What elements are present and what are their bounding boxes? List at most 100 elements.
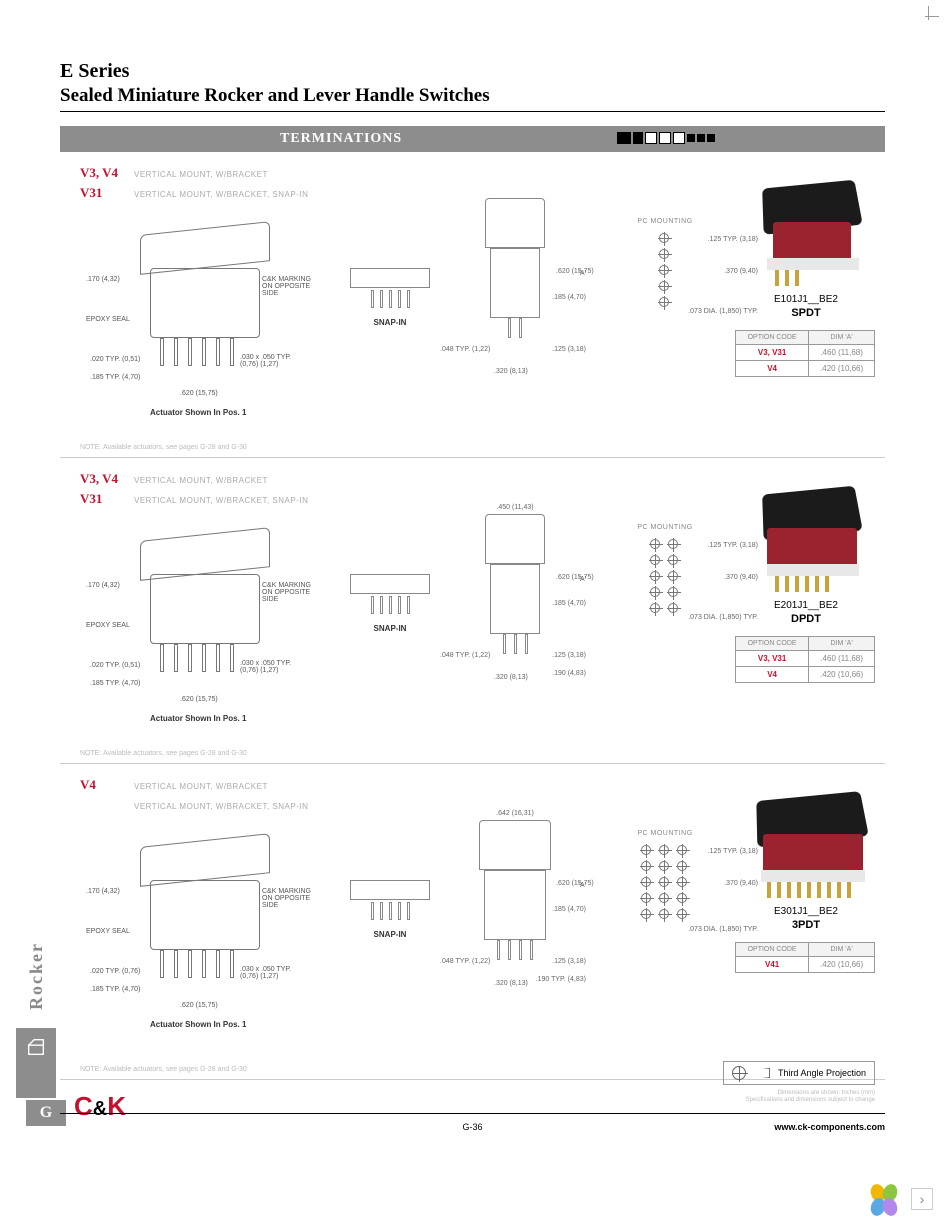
option-table: OPTION CODEDIM 'A' V41.420 (10,66) — [735, 942, 875, 973]
snapin-drawing: SNAP-IN — [340, 880, 440, 950]
dim-label: .170 (4,32) — [86, 582, 120, 589]
dim-label: .048 TYP. (1,22) — [440, 958, 490, 966]
next-page-button[interactable]: › — [911, 1188, 933, 1210]
table-cell: .460 (11,68) — [809, 651, 875, 667]
dim-label: .185 TYP. (4,70) — [90, 374, 140, 381]
disclaimer-line: Dimensions are shown: Inches (mm) — [746, 1090, 875, 1097]
block-note: NOTE: Available actuators, see pages G-2… — [80, 444, 247, 451]
table-cell: .420 (10,66) — [809, 361, 875, 377]
logo-k: K — [107, 1091, 126, 1121]
pcb-title: PC MOUNTING — [590, 524, 740, 531]
option-code: V3, V4 — [80, 471, 134, 487]
logo-amp: & — [93, 1098, 107, 1120]
dim-label: .185 (4,70) — [552, 294, 586, 302]
switch-type: SPDT — [751, 307, 861, 319]
dim-label: .073 DIA. (1,850) TYP. — [688, 614, 758, 622]
table-cell: V4 — [736, 361, 809, 377]
dim-label: EPOXY SEAL — [86, 928, 130, 935]
dim-label: .320 (8,13) — [494, 368, 528, 376]
part-code: E101J1__BE2 — [774, 294, 838, 305]
termination-block-dpdt: V3, V4VERTICAL MOUNT, W/BRACKET V31VERTI… — [60, 464, 885, 764]
dim-label: .185 (4,70) — [552, 906, 586, 914]
projection-label: Third Angle Projection — [778, 1068, 866, 1078]
switch-drawing: .170 (4,32) EPOXY SEAL .020 TYP. (0,76) … — [90, 810, 310, 1010]
option-table: OPTION CODEDIM 'A' V3, V31.460 (11,68) V… — [735, 636, 875, 683]
dim-label: .073 DIA. (1,850) TYP. — [688, 926, 758, 934]
dim-label: .125 (3,18) — [552, 346, 586, 354]
table-row: V4.420 (10,66) — [736, 361, 875, 377]
footer-disclaimer: Dimensions are shown: Inches (mm) Specif… — [746, 1090, 875, 1104]
dim-label: .190 TYP. (4,83) — [536, 976, 586, 984]
snapin-drawing: SNAP-IN — [340, 574, 440, 644]
pcb-mounting-drawing: PC MOUNTING .125 TYP. (3,18) .620 (15,75… — [590, 524, 740, 694]
table-cell: V41 — [736, 957, 809, 973]
pcb-mounting-drawing: PC MOUNTING .125 TYP. (3,18) .620 (15,75… — [590, 218, 740, 388]
ck-logo: C&K — [74, 1091, 126, 1122]
part-code: E201J1__BE2 — [774, 600, 838, 611]
dim-label: .073 DIA. (1,850) TYP. — [688, 308, 758, 316]
table-header: DIM 'A' — [809, 637, 875, 651]
footer-rule — [60, 1113, 885, 1114]
dim-label: .030 x .050 TYP. (0,76) (1,27) — [240, 966, 310, 980]
series-subtitle: Sealed Miniature Rocker and Lever Handle… — [60, 85, 885, 107]
page-number: G-36 — [462, 1122, 482, 1132]
product-photo — [745, 790, 875, 900]
snapin-label: SNAP-IN — [340, 318, 440, 327]
snapin-drawing: SNAP-IN — [340, 268, 440, 338]
switch-type: DPDT — [751, 613, 861, 625]
table-row: V3, V31.460 (11,68) — [736, 345, 875, 361]
crop-mark — [919, 6, 939, 26]
block-note: NOTE: Available actuators, see pages G-2… — [80, 750, 247, 757]
block-note: NOTE: Available actuators, see pages G-2… — [80, 1066, 247, 1073]
table-cell: .460 (11,68) — [809, 345, 875, 361]
table-cell: V4 — [736, 667, 809, 683]
page: E Series Sealed Miniature Rocker and Lev… — [60, 60, 885, 1080]
dim-label: .020 TYP. (0,76) — [90, 968, 140, 975]
projection-box: Third Angle Projection — [723, 1061, 875, 1085]
footer-url: www.ck-components.com — [774, 1122, 885, 1132]
table-row: V4.420 (10,66) — [736, 667, 875, 683]
barcode-graphic — [617, 132, 715, 144]
dim-label: .020 TYP. (0,51) — [90, 662, 140, 669]
projection-circle-icon — [732, 1066, 746, 1080]
dim-label: .620 (15,75) — [180, 696, 218, 703]
switch-drawing: .170 (4,32) EPOXY SEAL .020 TYP. (0,51) … — [90, 198, 310, 398]
dim-label: .048 TYP. (1,22) — [440, 652, 490, 660]
dim-label: C&K MARKING ON OPPOSITE SIDE — [262, 582, 322, 603]
table-cell: V3, V31 — [736, 651, 809, 667]
side-view-drawing: 'A' .185 (4,70) .048 TYP. (1,22) .125 (3… — [450, 198, 580, 408]
disclaimer-line: Specifications and dimensions subject to… — [746, 1097, 875, 1104]
title-rule — [60, 111, 885, 112]
dim-label: .020 TYP. (0,51) — [90, 356, 140, 363]
viewer-logo-icon — [867, 1182, 901, 1216]
logo-c: C — [74, 1091, 93, 1121]
switch-drawing: .170 (4,32) EPOXY SEAL .020 TYP. (0,51) … — [90, 504, 310, 704]
table-cell: .420 (10,66) — [809, 667, 875, 683]
projection-cone-icon — [754, 1068, 770, 1078]
table-row: V3, V31.460 (11,68) — [736, 651, 875, 667]
dim-label: .030 x .050 TYP. (0,76) (1,27) — [240, 660, 310, 674]
option-desc: VERTICAL MOUNT, W/BRACKET — [134, 170, 268, 179]
part-number: E201J1__BE2 DPDT — [751, 600, 861, 625]
actuator-note: Actuator Shown In Pos. 1 — [150, 408, 246, 417]
table-header: OPTION CODE — [736, 331, 809, 345]
table-header: DIM 'A' — [809, 331, 875, 345]
part-number: E301J1__BE2 3PDT — [751, 906, 861, 931]
termination-block-spdt: V3, V4VERTICAL MOUNT, W/BRACKET V31VERTI… — [60, 158, 885, 458]
page-footer: G-36 www.ck-components.com — [60, 1122, 885, 1132]
product-photo — [745, 178, 875, 288]
side-view-drawing: .450 (11,43) 'A' .185 (4,70) .048 TYP. (… — [450, 504, 580, 714]
table-header: OPTION CODE — [736, 943, 809, 957]
actuator-note: Actuator Shown In Pos. 1 — [150, 714, 246, 723]
option-table: OPTION CODEDIM 'A' V3, V31.460 (11,68) V… — [735, 330, 875, 377]
table-cell: V3, V31 — [736, 345, 809, 361]
pcb-title: PC MOUNTING — [590, 218, 740, 225]
dim-label: C&K MARKING ON OPPOSITE SIDE — [262, 276, 322, 297]
dim-label: .185 TYP. (4,70) — [90, 986, 140, 993]
viewer-nav-widget: › — [867, 1182, 933, 1216]
part-code: E301J1__BE2 — [774, 906, 838, 917]
dim-label: .125 (3,18) — [552, 652, 586, 660]
dim-label: .048 TYP. (1,22) — [440, 346, 490, 354]
pcb-title: PC MOUNTING — [590, 830, 740, 837]
dim-label: .620 (15,75) — [556, 880, 594, 888]
